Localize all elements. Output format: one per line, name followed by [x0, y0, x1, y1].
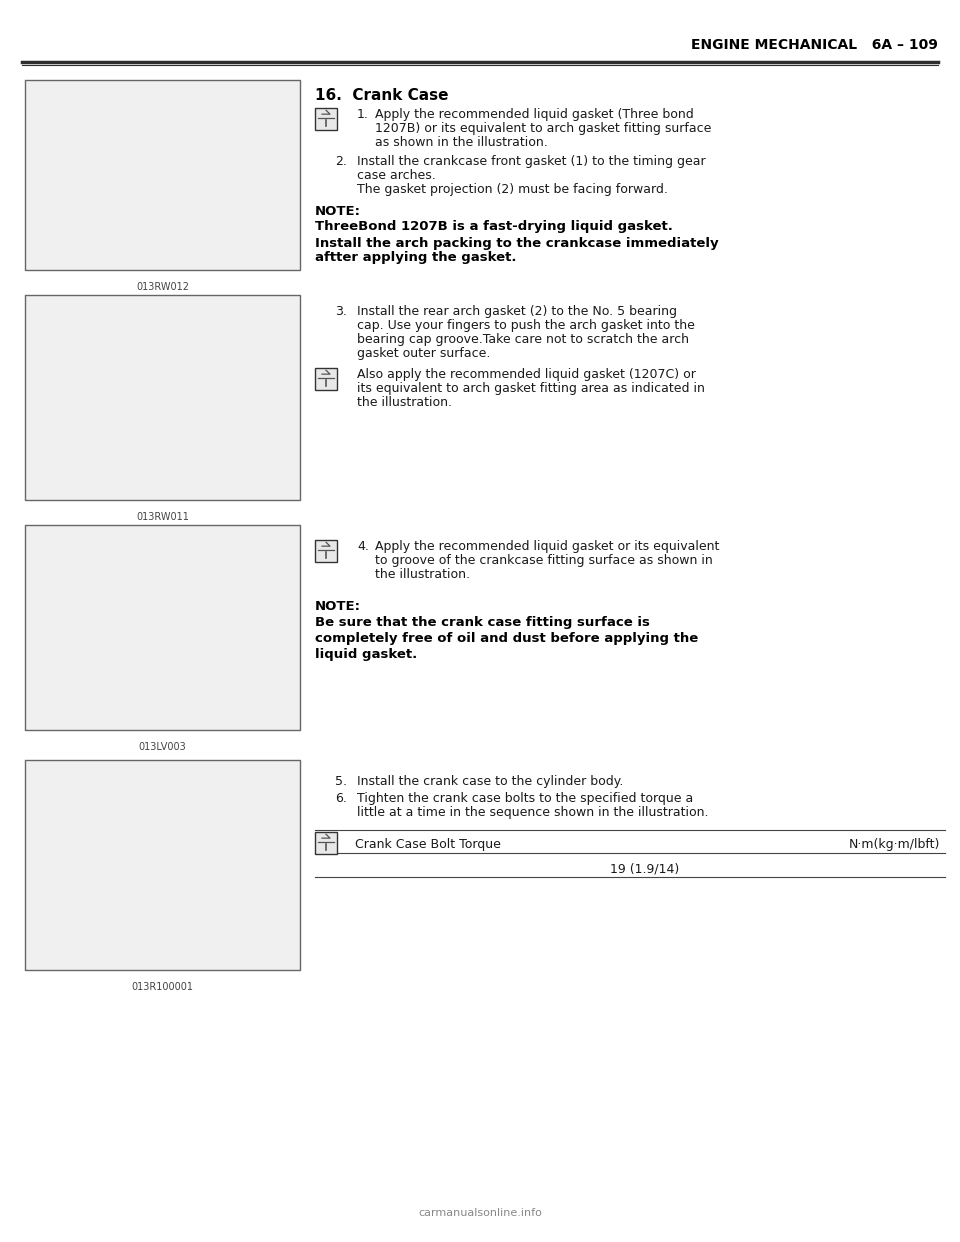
- Text: completely free of oil and dust before applying the: completely free of oil and dust before a…: [315, 632, 698, 645]
- Text: Apply the recommended liquid gasket (Three bond: Apply the recommended liquid gasket (Thr…: [375, 108, 694, 120]
- Text: as shown in the illustration.: as shown in the illustration.: [375, 137, 548, 149]
- Text: NOTE:: NOTE:: [315, 600, 361, 614]
- Text: 013LV003: 013LV003: [138, 741, 186, 751]
- Text: the illustration.: the illustration.: [375, 568, 470, 581]
- Bar: [25, 296, 300, 501]
- Text: 013R100001: 013R100001: [132, 982, 194, 992]
- Text: Tighten the crank case bolts to the specified torque a: Tighten the crank case bolts to the spec…: [357, 792, 693, 805]
- Text: Also apply the recommended liquid gasket (1207C) or: Also apply the recommended liquid gasket…: [357, 368, 696, 381]
- Bar: [315, 540, 337, 561]
- Bar: [25, 79, 300, 270]
- Text: cap. Use your fingers to push the arch gasket into the: cap. Use your fingers to push the arch g…: [357, 319, 695, 332]
- Text: 19 (1.9/14): 19 (1.9/14): [611, 862, 680, 876]
- Text: Install the crank case to the cylinder body.: Install the crank case to the cylinder b…: [357, 775, 623, 787]
- Text: 6.: 6.: [335, 792, 347, 805]
- Text: 3.: 3.: [335, 306, 347, 318]
- Text: ThreeBond 1207B is a fast-drying liquid gasket.: ThreeBond 1207B is a fast-drying liquid …: [315, 220, 673, 233]
- Text: Install the arch packing to the crankcase immediately: Install the arch packing to the crankcas…: [315, 237, 719, 250]
- Text: its equivalent to arch gasket fitting area as indicated in: its equivalent to arch gasket fitting ar…: [357, 383, 705, 395]
- Text: Install the rear arch gasket (2) to the No. 5 bearing: Install the rear arch gasket (2) to the …: [357, 306, 677, 318]
- Text: gasket outer surface.: gasket outer surface.: [357, 347, 491, 360]
- Text: 013RW011: 013RW011: [136, 512, 189, 522]
- Text: the illustration.: the illustration.: [357, 396, 452, 409]
- Text: Crank Case Bolt Torque: Crank Case Bolt Torque: [355, 838, 501, 851]
- Text: 1.: 1.: [357, 108, 369, 120]
- Text: NOTE:: NOTE:: [315, 205, 361, 219]
- Text: bearing cap groove.Take care not to scratch the arch: bearing cap groove.Take care not to scra…: [357, 333, 689, 347]
- Bar: [315, 832, 337, 854]
- Text: The gasket projection (2) must be facing forward.: The gasket projection (2) must be facing…: [357, 183, 668, 196]
- Text: 4.: 4.: [357, 540, 369, 553]
- Text: ENGINE MECHANICAL   6A – 109: ENGINE MECHANICAL 6A – 109: [691, 39, 938, 52]
- Text: 5.: 5.: [335, 775, 347, 787]
- Text: little at a time in the sequence shown in the illustration.: little at a time in the sequence shown i…: [357, 806, 708, 818]
- Text: case arches.: case arches.: [357, 169, 436, 183]
- Text: 013RW012: 013RW012: [136, 282, 189, 292]
- Text: aftter applying the gasket.: aftter applying the gasket.: [315, 251, 516, 265]
- Text: 2.: 2.: [335, 155, 347, 168]
- Text: carmanualsonline.info: carmanualsonline.info: [418, 1208, 542, 1218]
- Text: to groove of the crankcase fitting surface as shown in: to groove of the crankcase fitting surfa…: [375, 554, 712, 568]
- Text: 1207B) or its equivalent to arch gasket fitting surface: 1207B) or its equivalent to arch gasket …: [375, 122, 711, 135]
- Text: N·m(kg·m/lbft): N·m(kg·m/lbft): [849, 838, 940, 851]
- Text: Be sure that the crank case fitting surface is: Be sure that the crank case fitting surf…: [315, 616, 650, 628]
- Bar: [315, 108, 337, 130]
- Bar: [315, 368, 337, 390]
- Bar: [25, 760, 300, 970]
- Bar: [25, 525, 300, 730]
- Text: Apply the recommended liquid gasket or its equivalent: Apply the recommended liquid gasket or i…: [375, 540, 719, 553]
- Text: 16.  Crank Case: 16. Crank Case: [315, 88, 448, 103]
- Text: liquid gasket.: liquid gasket.: [315, 648, 418, 661]
- Text: Install the crankcase front gasket (1) to the timing gear: Install the crankcase front gasket (1) t…: [357, 155, 706, 168]
